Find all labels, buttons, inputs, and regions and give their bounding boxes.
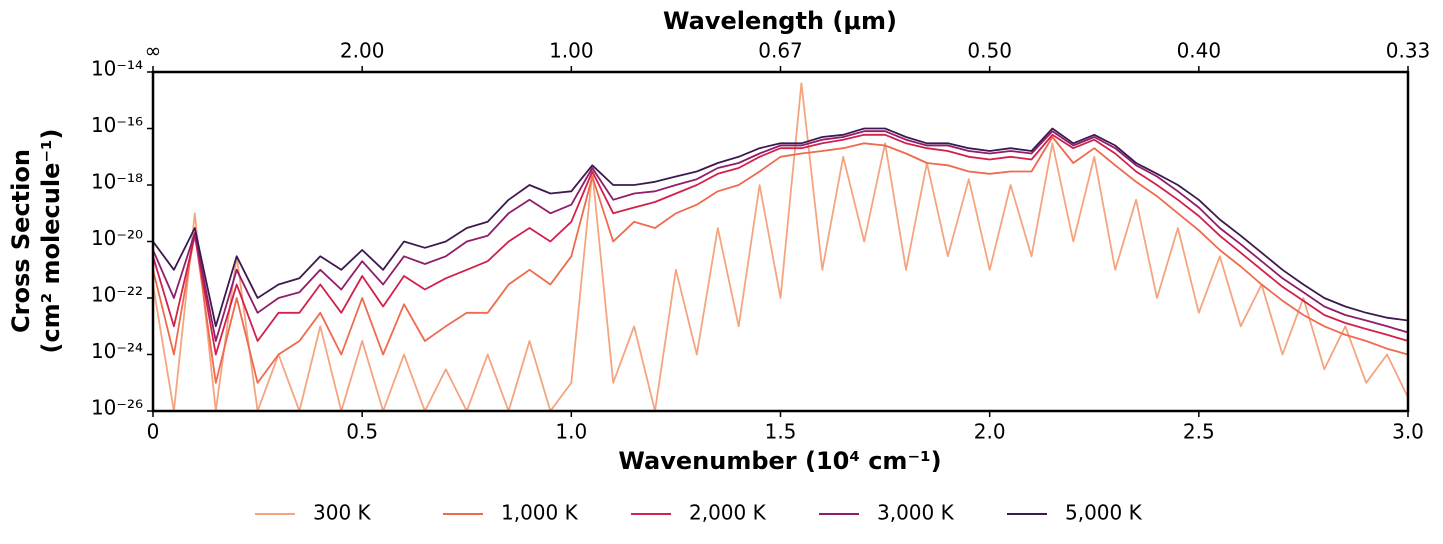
legend-label: 300 K (313, 501, 372, 525)
x-tick-label: 1.5 (765, 420, 797, 444)
x2-tick-label: 0.50 (967, 39, 1012, 63)
series-line (153, 133, 1408, 356)
y-tick-label: 10⁻²⁰ (91, 226, 143, 250)
x2-tick-label: 0.33 (1386, 39, 1431, 63)
y-tick-label: 10⁻¹⁶ (91, 113, 143, 137)
y-axis-label: Cross Section (7, 149, 35, 333)
x-tick-label: 2.0 (974, 420, 1006, 444)
x-tick-label: 3.0 (1392, 420, 1424, 444)
y-tick-label: 10⁻²² (91, 283, 143, 307)
series-line (153, 82, 1408, 411)
plot-frame (151, 70, 1410, 413)
x2-tick-label: 0.67 (758, 39, 803, 63)
x2-tick-label: 1.00 (549, 39, 594, 63)
x2-tick-label: 0.40 (1177, 39, 1222, 63)
y-tick-label: 10⁻²⁶ (91, 396, 143, 420)
legend-label: 2,000 K (689, 501, 767, 525)
x-axis-label: Wavenumber (10⁴ cm⁻¹) (618, 447, 941, 475)
x-tick-label: 0.5 (346, 420, 378, 444)
x2-tick-label: ∞ (145, 39, 162, 63)
chart-title: Wavelength (μm) (663, 7, 897, 35)
x-tick-label: 2.5 (1183, 420, 1215, 444)
y-tick-label: 10⁻¹⁴ (91, 57, 143, 81)
y-axis-label: (cm² molecule⁻¹) (37, 128, 65, 353)
legend-label: 3,000 K (877, 501, 955, 525)
series-line (153, 136, 1408, 384)
y-tick-label: 10⁻²⁴ (91, 339, 143, 363)
legend-label: 5,000 K (1065, 501, 1143, 525)
series-line (153, 127, 1408, 328)
x-tick-label: 1.0 (555, 420, 587, 444)
x-tick-label: 0 (147, 420, 160, 444)
series-line (153, 130, 1408, 342)
legend-label: 1,000 K (501, 501, 579, 525)
plot-area (153, 82, 1408, 411)
y-tick-label: 10⁻¹⁸ (91, 170, 143, 194)
x2-tick-label: 2.00 (340, 39, 385, 63)
